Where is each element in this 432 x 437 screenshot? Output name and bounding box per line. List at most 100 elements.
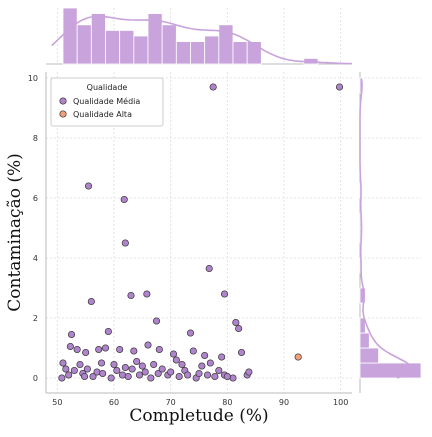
scatter-point-qualidade-m-dia: [158, 365, 166, 373]
top-histogram-bar: [119, 29, 135, 65]
scatter-point-qualidade-m-dia: [154, 369, 162, 378]
scatter-point-qualidade-m-dia: [70, 366, 78, 375]
scatter-point-qualidade-m-dia: [121, 239, 129, 247]
scatter-point-qualidade-m-dia: [130, 347, 138, 355]
scatter-point-qualidade-m-dia: [89, 372, 97, 381]
scatter-point-qualidade-m-dia: [245, 368, 253, 376]
top-histogram-bar: [190, 41, 206, 65]
x-tick-label: 90: [279, 398, 289, 407]
right-histogram-bar: [359, 332, 370, 349]
scatter-point-qualidade-m-dia: [189, 347, 197, 355]
x-tick-label: 100: [333, 398, 348, 407]
legend: Qualidade Qualidade Média Qualidade Alta: [50, 77, 164, 127]
y-tick-label: 2: [33, 314, 38, 323]
scatter-point-qualidade-m-dia: [209, 83, 217, 91]
scatter-point-qualidade-m-dia: [198, 362, 206, 370]
scatter-point-qualidade-m-dia: [135, 371, 144, 379]
scatter-point-qualidade-m-dia: [184, 371, 192, 379]
scatter-point-qualidade-m-dia: [218, 353, 226, 361]
scatter-point-qualidade-m-dia: [76, 360, 84, 369]
legend-label-qualidade-media: Qualidade Média: [73, 96, 140, 106]
scatter-point-qualidade-m-dia: [169, 350, 178, 358]
scatter-point-qualidade-m-dia: [128, 365, 136, 373]
scatter-point-qualidade-m-dia: [67, 330, 76, 339]
scatter-point-qualidade-m-dia: [223, 372, 231, 381]
y-tick-label: 10: [28, 74, 38, 83]
scatter-point-qualidade-m-dia: [80, 372, 89, 381]
scatter-point-qualidade-m-dia: [195, 369, 203, 378]
scatter-point-qualidade-m-dia: [97, 359, 106, 367]
scatter-point-qualidade-m-dia: [178, 360, 186, 369]
legend-label-qualidade-alta: Qualidade Alta: [73, 110, 132, 119]
y-tick-label: 0: [33, 374, 38, 383]
scatter-point-qualidade-m-dia: [58, 374, 66, 382]
scatter-point-qualidade-m-dia: [110, 360, 118, 369]
axis-ticks: 50 60 70 80 90 100 0 2 4 6 8 10: [28, 74, 348, 407]
top-kde-line: [51, 15, 353, 65]
scatter-point-qualidade-m-dia: [172, 356, 180, 364]
scatter-point-qualidade-m-dia: [116, 345, 124, 354]
scatter-point-qualidade-m-dia: [206, 359, 214, 367]
legend-box: [50, 77, 164, 127]
x-tick-label: 60: [109, 398, 119, 407]
right-kde-line: [359, 79, 413, 379]
scatter-point-qualidade-m-dia: [120, 195, 128, 204]
scatter-point-qualidade-m-dia: [87, 297, 95, 306]
scatter-point-qualidade-m-dia: [82, 348, 90, 357]
top-histogram-bar: [76, 24, 92, 65]
scatter-point-qualidade-m-dia: [84, 182, 93, 190]
scatter-point-qualidade-m-dia: [124, 372, 132, 381]
y-axis-title: Contaminação (%): [5, 153, 25, 312]
top-histogram-bar: [204, 35, 220, 65]
scatter-point-qualidade-m-dia: [104, 327, 112, 336]
scatter-point-qualidade-m-dia: [235, 324, 243, 333]
scatter-point-qualidade-m-dia: [83, 365, 91, 373]
legend-marker-qualidade-media: [59, 97, 67, 105]
scatter-point-qualidade-m-dia: [147, 374, 155, 382]
y-tick-label: 4: [33, 254, 38, 263]
scatter-point-qualidade-m-dia: [66, 342, 74, 351]
scatter-point-qualidade-m-dia: [101, 344, 110, 352]
y-tick-label: 8: [33, 134, 38, 143]
top-histogram-bar: [133, 35, 149, 65]
scatter-point-qualidade-m-dia: [133, 357, 141, 366]
x-tick-label: 70: [166, 398, 176, 407]
x-tick-label: 80: [222, 398, 232, 407]
scatter-point-qualidade-m-dia: [113, 366, 121, 375]
scatter-point-qualidade-m-dia: [175, 372, 183, 381]
scatter-point-qualidade-m-dia: [203, 371, 212, 379]
scatter-point-qualidade-m-dia: [62, 365, 70, 373]
top-histogram-bar: [90, 13, 106, 65]
legend-marker-qualidade-alta: [59, 110, 67, 118]
scatter-point-qualidade-m-dia: [205, 264, 213, 273]
scatter-point-qualidade-m-dia: [155, 345, 163, 354]
right-histogram-bar: [359, 317, 366, 334]
top-histogram-bar: [105, 29, 121, 65]
scatter-point-qualidade-m-dia: [335, 83, 344, 91]
scatter-point-qualidade-alta: [294, 353, 302, 361]
scatter-point-qualidade-m-dia: [220, 290, 229, 298]
scatter-point-qualidade-m-dia: [127, 291, 135, 300]
scatter-point-qualidade-m-dia: [121, 363, 129, 372]
right-histogram-bar: [359, 347, 379, 364]
scatter-point-qualidade-m-dia: [167, 368, 175, 376]
scatter-point-qualidade-m-dia: [59, 359, 67, 367]
top-marginal-histogram: [46, 7, 353, 65]
scatter-point-qualidade-m-dia: [143, 290, 151, 298]
scatter-point-qualidade-m-dia: [232, 318, 240, 327]
scatter-point-qualidade-m-dia: [138, 362, 146, 370]
scatter-point-qualidade-m-dia: [201, 351, 209, 360]
scatter-point-qualidade-m-dia: [99, 369, 107, 378]
top-histogram-bar: [161, 24, 177, 65]
scatter-point-qualidade-m-dia: [95, 345, 103, 354]
scatter-point-qualidade-m-dia: [150, 360, 158, 369]
scatter-point-qualidade-m-dia: [215, 366, 223, 375]
x-axis-title: Completude (%): [129, 406, 268, 426]
scatter-point-qualidade-m-dia: [152, 317, 161, 325]
scatter-point-qualidade-m-dia: [237, 348, 246, 357]
scatter-point-qualidade-m-dia: [211, 372, 219, 381]
scatter-point-qualidade-m-dia: [186, 329, 195, 337]
scatter-point-qualidade-m-dia: [141, 368, 149, 376]
